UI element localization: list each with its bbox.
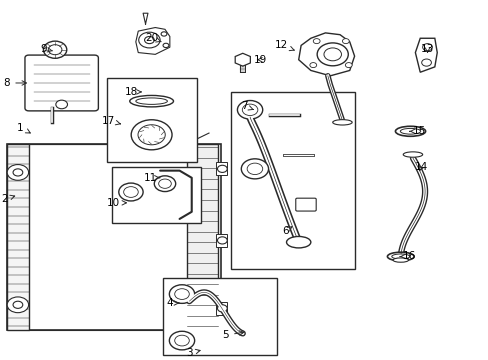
Bar xyxy=(7,144,29,330)
Circle shape xyxy=(309,63,316,68)
Text: 16: 16 xyxy=(399,252,415,261)
Circle shape xyxy=(138,125,165,145)
Circle shape xyxy=(163,43,168,48)
Text: 20: 20 xyxy=(145,33,161,43)
Circle shape xyxy=(7,165,29,180)
Circle shape xyxy=(421,59,430,66)
Ellipse shape xyxy=(403,152,422,157)
Text: 15: 15 xyxy=(409,126,425,136)
Text: 10: 10 xyxy=(106,198,126,208)
Bar xyxy=(186,144,218,330)
Circle shape xyxy=(174,335,189,346)
Circle shape xyxy=(242,104,257,116)
Text: 4: 4 xyxy=(166,298,179,308)
Text: 14: 14 xyxy=(414,162,427,172)
Circle shape xyxy=(217,165,227,172)
Bar xyxy=(162,278,276,355)
Ellipse shape xyxy=(332,120,351,125)
Circle shape xyxy=(131,120,172,150)
Circle shape xyxy=(342,39,348,44)
Circle shape xyxy=(241,159,268,179)
Bar xyxy=(216,302,226,315)
Circle shape xyxy=(43,41,67,58)
Circle shape xyxy=(313,39,320,44)
Circle shape xyxy=(237,100,262,119)
Circle shape xyxy=(123,186,138,197)
Ellipse shape xyxy=(391,254,409,259)
Circle shape xyxy=(161,32,166,36)
Ellipse shape xyxy=(400,129,420,134)
Circle shape xyxy=(144,36,154,44)
Circle shape xyxy=(317,43,347,66)
Ellipse shape xyxy=(392,258,408,262)
Circle shape xyxy=(7,297,29,313)
Ellipse shape xyxy=(129,95,173,107)
Circle shape xyxy=(48,45,62,55)
Bar xyxy=(230,92,354,269)
Ellipse shape xyxy=(395,126,425,136)
Bar xyxy=(111,167,201,222)
Text: 2: 2 xyxy=(1,194,15,204)
Circle shape xyxy=(169,285,194,303)
Bar xyxy=(106,78,196,162)
Text: 19: 19 xyxy=(254,55,267,65)
Circle shape xyxy=(13,301,23,309)
Text: 13: 13 xyxy=(420,44,433,54)
Circle shape xyxy=(169,331,194,350)
Circle shape xyxy=(13,169,23,176)
Text: 18: 18 xyxy=(124,87,141,97)
Ellipse shape xyxy=(386,252,413,261)
Circle shape xyxy=(56,100,67,109)
Polygon shape xyxy=(414,38,436,72)
Circle shape xyxy=(217,305,227,312)
Circle shape xyxy=(217,237,227,244)
Text: 3: 3 xyxy=(185,348,200,358)
Circle shape xyxy=(119,183,143,201)
Bar xyxy=(216,162,226,175)
Circle shape xyxy=(345,63,351,68)
FancyBboxPatch shape xyxy=(25,55,98,111)
FancyBboxPatch shape xyxy=(295,198,316,211)
Bar xyxy=(7,144,221,330)
Ellipse shape xyxy=(286,237,310,248)
Circle shape xyxy=(139,32,160,48)
Polygon shape xyxy=(235,53,250,66)
Text: 8: 8 xyxy=(3,78,26,88)
Circle shape xyxy=(246,163,262,175)
Text: 9: 9 xyxy=(40,44,52,54)
Text: 12: 12 xyxy=(274,40,294,51)
Bar xyxy=(216,234,226,247)
Circle shape xyxy=(422,44,431,51)
Text: 6: 6 xyxy=(281,226,291,237)
Polygon shape xyxy=(298,33,354,76)
Circle shape xyxy=(174,289,189,300)
Circle shape xyxy=(158,179,171,188)
Circle shape xyxy=(154,176,175,192)
Text: 1: 1 xyxy=(17,123,30,133)
Circle shape xyxy=(324,48,341,61)
Polygon shape xyxy=(136,27,169,54)
Text: 17: 17 xyxy=(102,116,120,126)
Text: 7: 7 xyxy=(241,101,253,111)
Text: 5: 5 xyxy=(222,330,244,340)
Ellipse shape xyxy=(136,98,167,104)
Text: 11: 11 xyxy=(143,173,160,183)
